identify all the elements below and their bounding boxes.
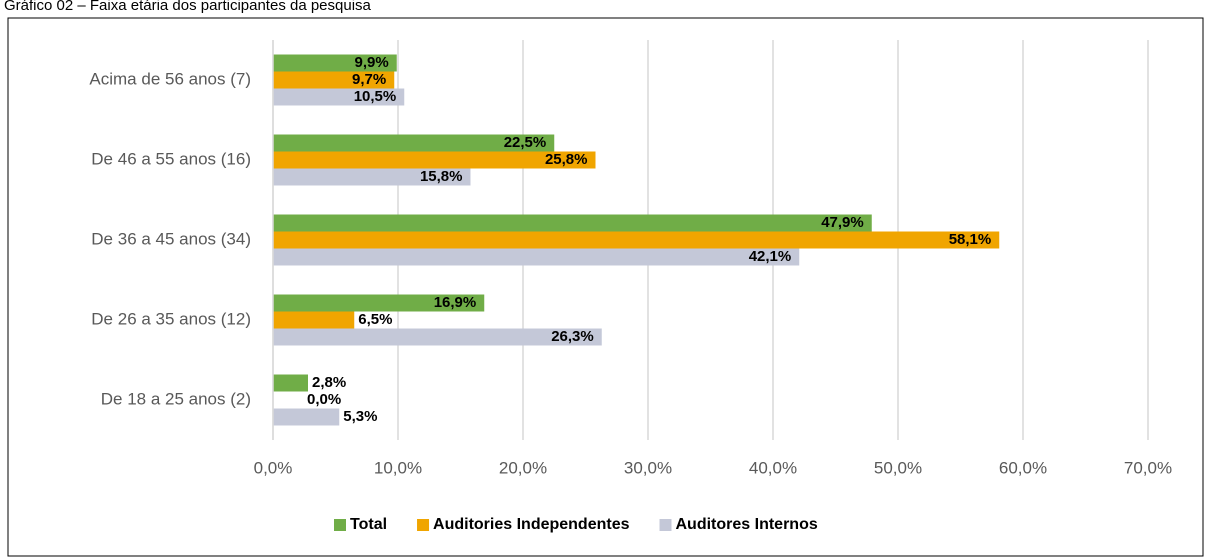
bar — [273, 134, 555, 152]
bar — [273, 88, 405, 106]
bar — [273, 151, 596, 169]
legend-swatch — [659, 519, 672, 531]
legend-label: Auditories Independentes — [433, 516, 630, 533]
data-label: 0,0% — [307, 391, 341, 408]
bar — [273, 54, 397, 72]
y-tick-label: De 26 a 35 anos (12) — [91, 309, 251, 328]
data-label: 16,9% — [434, 294, 477, 311]
x-tick-label: 10,0% — [374, 458, 422, 477]
x-tick-label: 30,0% — [624, 458, 672, 477]
data-label: 5,3% — [343, 408, 377, 425]
y-tick-label: De 36 a 45 anos (34) — [91, 229, 251, 248]
data-label: 26,3% — [551, 328, 594, 345]
x-tick-label: 60,0% — [999, 458, 1047, 477]
legend-label: Total — [350, 516, 387, 533]
bar — [273, 408, 340, 426]
y-tick-label: De 18 a 25 anos (2) — [101, 389, 251, 408]
data-label: 9,7% — [352, 71, 386, 88]
legend-swatch — [334, 519, 346, 531]
chart-frame — [7, 17, 1204, 557]
data-label: 2,8% — [312, 374, 346, 391]
x-tick-label: 70,0% — [1124, 458, 1172, 477]
x-tick-label: 20,0% — [499, 458, 547, 477]
data-label: 47,9% — [821, 214, 864, 231]
bar — [273, 311, 355, 329]
data-label: 6,5% — [358, 311, 392, 328]
legend-swatch — [417, 519, 430, 531]
data-label: 42,1% — [749, 248, 792, 265]
chart-title: Gráfico 02 – Faixa etária dos participan… — [4, 0, 372, 14]
x-tick-label: 50,0% — [874, 458, 922, 477]
bar — [273, 214, 872, 232]
data-label: 58,1% — [949, 231, 992, 248]
bar — [273, 168, 471, 186]
bar — [273, 374, 308, 392]
bar — [273, 248, 800, 266]
data-label: 15,8% — [420, 168, 463, 185]
data-label: 9,9% — [355, 54, 389, 71]
y-tick-label: Acima de 56 anos (7) — [89, 69, 251, 88]
data-label: 22,5% — [504, 134, 547, 151]
data-label: 25,8% — [545, 151, 588, 168]
y-tick-label: De 46 a 55 anos (16) — [91, 149, 251, 168]
bar — [273, 328, 602, 346]
legend-label: Auditores Internos — [676, 516, 818, 533]
bar — [273, 231, 1000, 249]
data-label: 10,5% — [354, 88, 397, 105]
bar — [273, 71, 395, 89]
x-tick-label: 40,0% — [749, 458, 797, 477]
bar — [273, 294, 485, 312]
x-tick-label: 0,0% — [254, 458, 293, 477]
